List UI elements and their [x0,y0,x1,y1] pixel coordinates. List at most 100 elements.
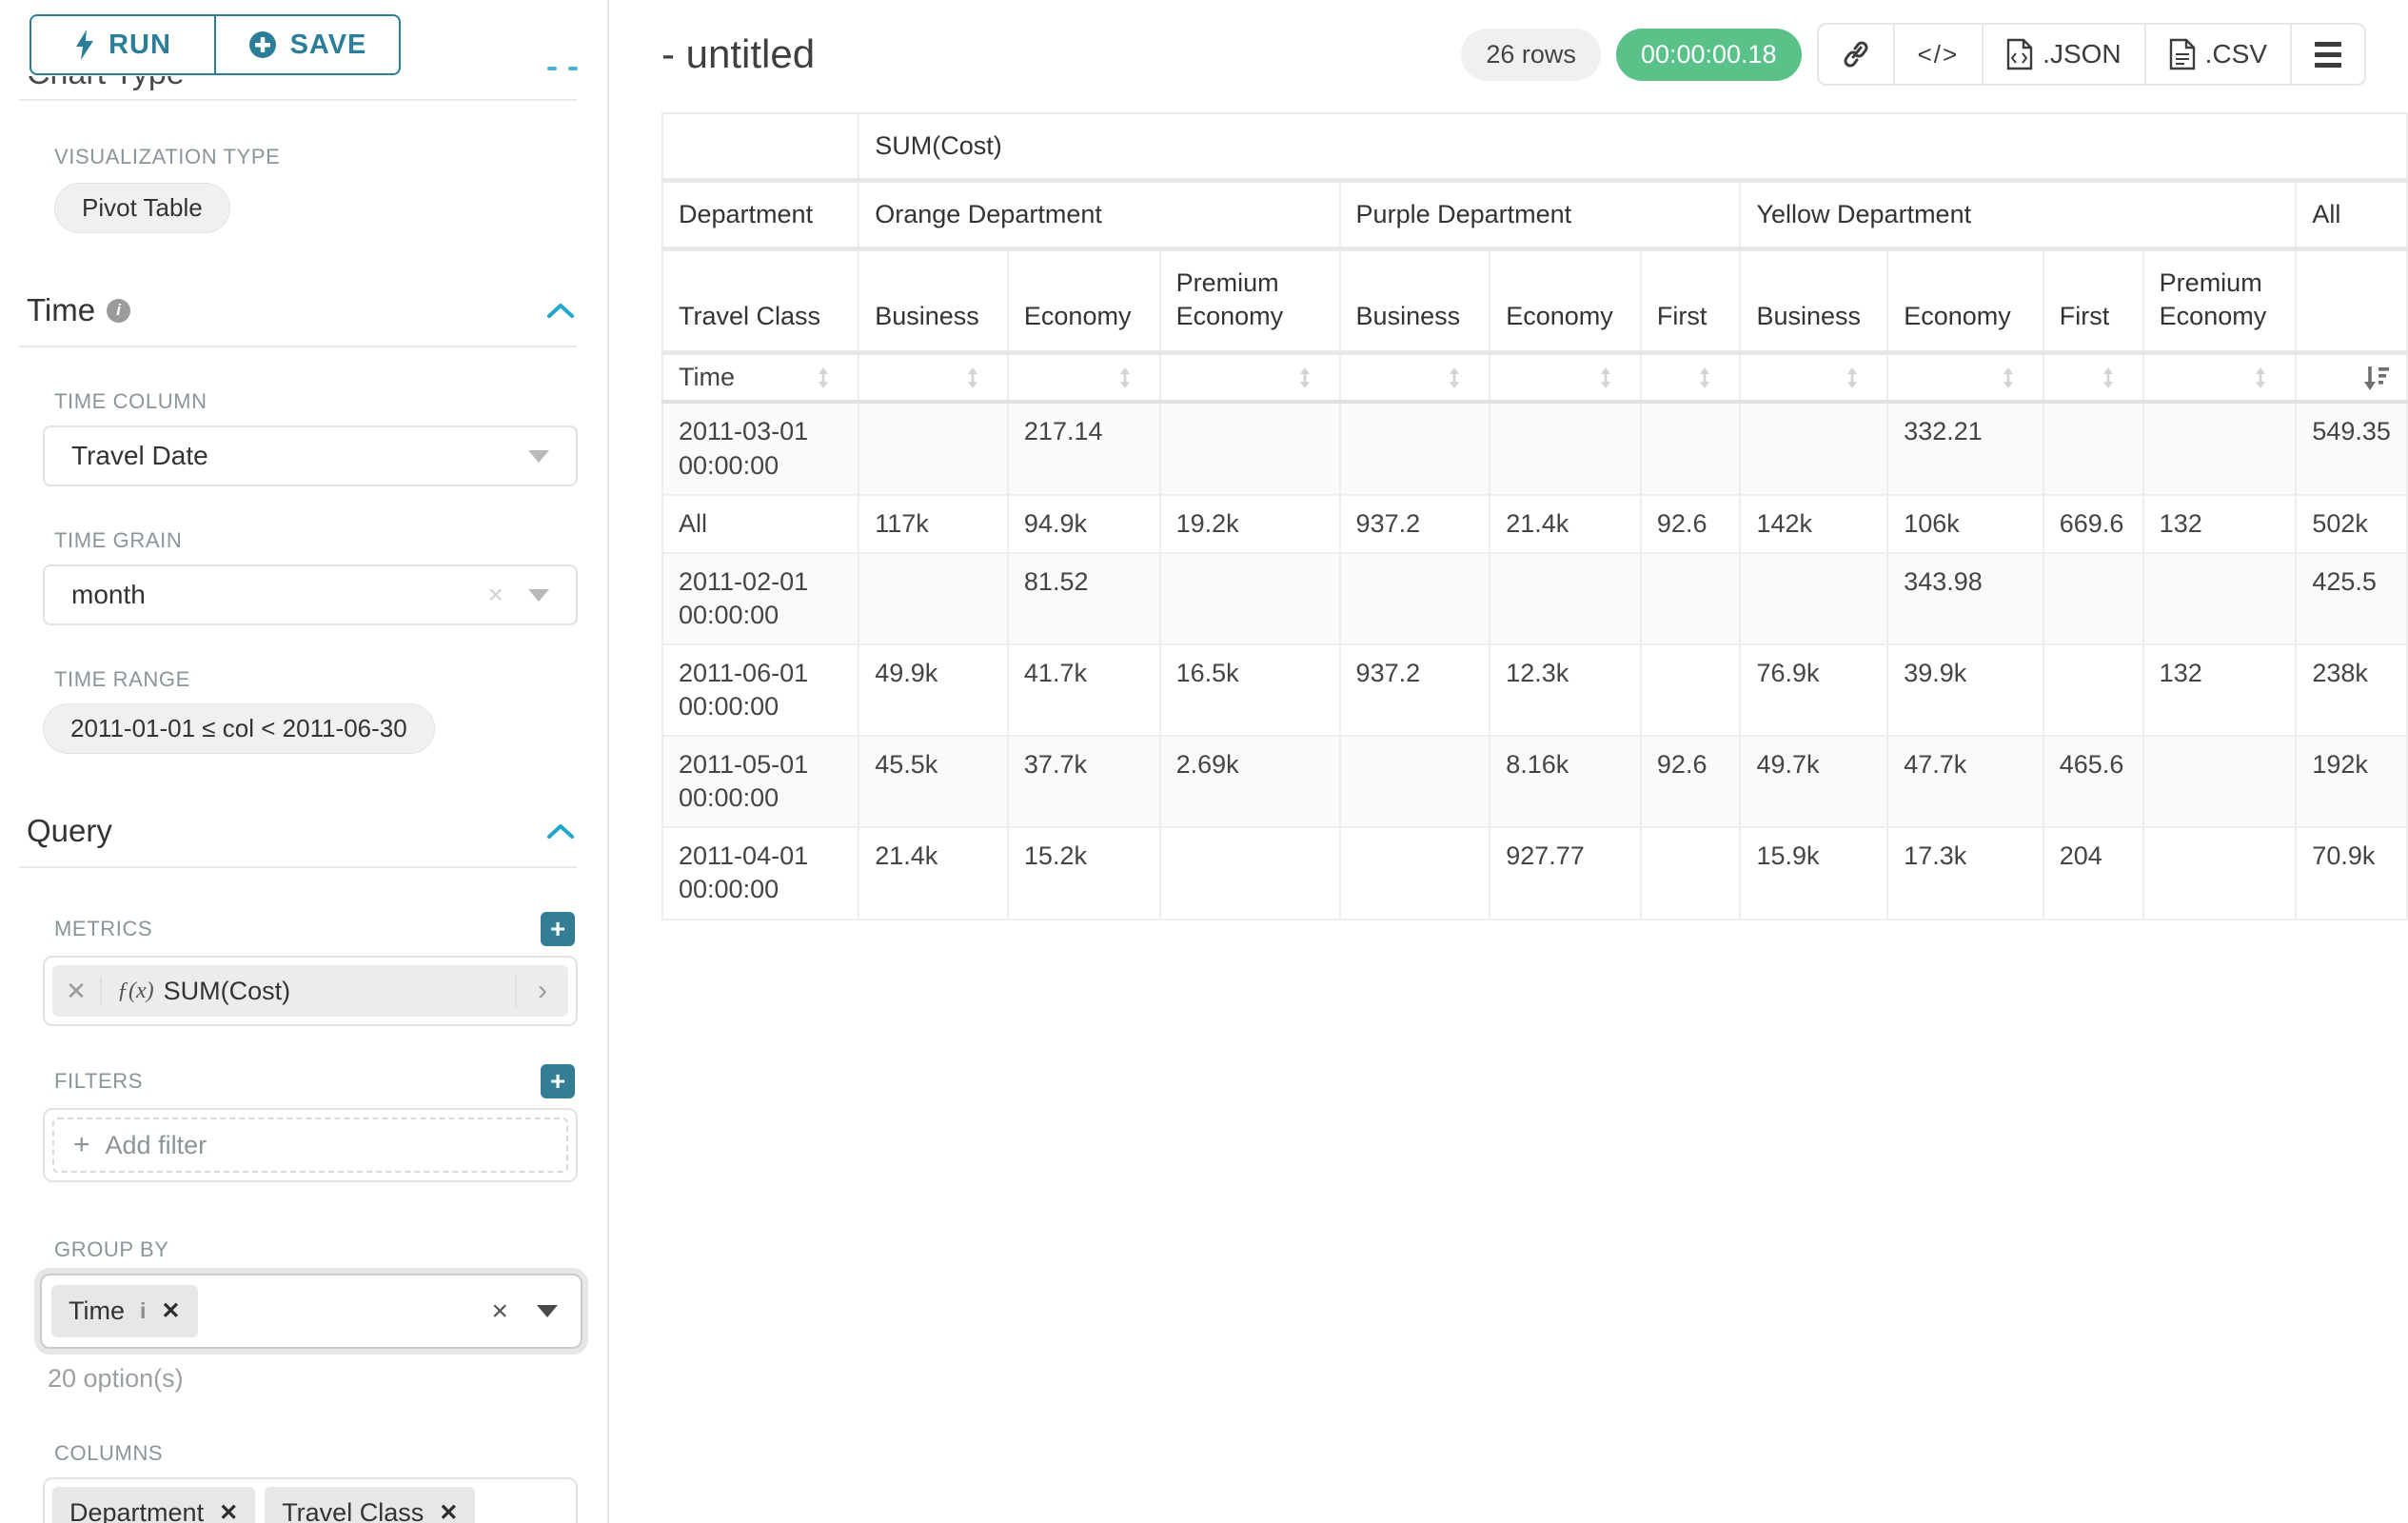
department-group-header: Orange Department [859,180,1341,252]
expand-metric-icon[interactable]: › [515,975,568,1007]
value-cell [1640,827,1742,920]
export-csv-label: .CSV [2204,39,2267,69]
metric-chip[interactable]: ✕ ƒ(x) SUM(Cost) › [52,965,568,1017]
sortable-column-header[interactable] [2142,352,2298,405]
travel-class-header: Business [1339,248,1491,356]
value-cell: 21.4k [1490,494,1642,554]
value-cell: 19.2k [1159,494,1341,554]
time-axis-label[interactable]: Time [662,352,860,405]
remove-chip-icon[interactable]: ✕ [161,1298,181,1324]
group-by-options-hint: 20 option(s) [48,1364,184,1393]
value-cell: 332.21 [1887,402,2044,496]
columns-chip-department[interactable]: Department ✕ [52,1487,256,1523]
chart-title[interactable]: - untitled [661,31,816,76]
add-filter-button[interactable]: + Add filter [52,1118,568,1173]
row-label: 2011-03-01 00:00:00 [662,402,860,496]
sort-descending-icon[interactable] [2362,365,2391,391]
more-options-button[interactable] [2290,25,2364,84]
department-group-header: Purple Department [1339,180,1742,252]
time-section-header[interactable]: Time i [27,292,575,328]
sortable-column-header[interactable] [1339,352,1491,405]
value-cell: 12.3k [1490,643,1642,738]
time-grain-select[interactable]: month × [43,564,578,625]
export-json-button[interactable]: .JSON [1982,25,2144,84]
clear-icon[interactable]: × [487,580,503,609]
time-range-pill[interactable]: 2011-01-01 ≤ col < 2011-06-30 [43,703,435,754]
run-button[interactable]: RUN [30,14,215,75]
sortable-column-header[interactable] [2296,352,2408,405]
value-cell [1339,552,1491,645]
clear-icon[interactable]: × [491,1295,508,1327]
value-cell: 15.2k [1007,827,1161,920]
add-filter-plus-button[interactable]: + [541,1064,575,1098]
export-json-label: .JSON [2043,39,2122,69]
sortable-column-header[interactable] [859,352,1009,405]
add-metric-button[interactable]: + [541,912,575,946]
department-header-row: Department Orange Department Purple Depart… [662,180,2408,252]
table-row: 2011-06-01 00:00:00 49.9k 41.7k 16.5k 937.2 1… [662,643,2408,738]
value-cell: 142k [1740,494,1889,554]
sort-icon[interactable] [2253,366,2280,390]
value-cell: 927.77 [1490,827,1642,920]
sort-icon[interactable] [1447,366,1473,390]
sortable-column-header[interactable] [1159,352,1341,405]
export-csv-button[interactable]: .CSV [2143,25,2290,84]
value-cell [1640,402,1742,496]
sortable-column-header[interactable] [1887,352,2044,405]
copy-link-button[interactable] [1818,25,1893,84]
sort-icon[interactable] [1117,366,1144,390]
section-divider [19,866,577,868]
visualization-type-pill[interactable]: Pivot Table [54,183,230,233]
value-cell [1339,736,1491,829]
caret-down-icon[interactable] [528,588,549,602]
value-cell [1640,643,1742,738]
value-cell: 132 [2142,643,2298,738]
time-column-select[interactable]: Travel Date [43,425,578,486]
remove-chip-icon[interactable]: ✕ [439,1500,459,1523]
query-section-header[interactable]: Query [27,813,575,849]
sortable-column-header[interactable] [2043,352,2144,405]
save-button-label: SAVE [289,29,367,60]
columns-label: COLUMNS [54,1441,164,1465]
sort-icon[interactable] [1598,366,1625,390]
sort-icon[interactable] [1297,366,1324,390]
sort-icon[interactable] [1845,366,1871,390]
value-cell [2142,827,2298,920]
chip-label: Travel Class [282,1498,424,1523]
caret-down-icon[interactable] [528,449,549,463]
value-cell: 132 [2142,494,2298,554]
group-by-chip-time[interactable]: Time i ✕ [51,1285,198,1337]
remove-metric-icon[interactable]: ✕ [52,976,102,1006]
view-query-button[interactable]: </> [1892,25,1983,84]
caret-down-icon[interactable] [537,1305,558,1317]
sortable-column-header[interactable] [1490,352,1642,405]
chart-header: - untitled 26 rows 00:00:00.18 </> .JSON [609,0,2408,86]
sort-icon[interactable] [2101,366,2127,390]
control-panel-sidebar: RUN SAVE Chart Type VISUALIZATION TYPE P… [0,0,609,1523]
time-column-value: Travel Date [71,441,208,470]
value-cell: 117k [859,494,1009,554]
remove-chip-icon[interactable]: ✕ [219,1500,239,1523]
sortable-column-header[interactable] [1640,352,1742,405]
sort-icon[interactable] [2001,366,2027,390]
collapse-panel-icon[interactable] [547,67,578,70]
chevron-up-icon[interactable] [546,302,575,319]
metrics-label-row: METRICS + [54,912,575,946]
sort-icon[interactable] [816,366,842,390]
group-by-select[interactable]: Time i ✕ × [40,1274,582,1349]
sort-icon[interactable] [965,366,992,390]
save-button[interactable]: SAVE [215,14,401,75]
travel-class-header: First [2043,248,2144,356]
sortable-column-header[interactable] [1740,352,1889,405]
value-cell [2043,402,2144,496]
value-cell: 192k [2296,736,2408,829]
chevron-up-icon[interactable] [546,822,575,840]
sort-icon[interactable] [1697,366,1724,390]
corner-cell [662,113,860,184]
value-cell [2142,736,2298,829]
value-cell: 70.9k [2296,827,2408,920]
columns-select[interactable]: Department ✕ Travel Class ✕ × [43,1477,578,1523]
columns-chip-travel-class[interactable]: Travel Class ✕ [265,1487,476,1523]
sortable-column-header[interactable] [1007,352,1161,405]
